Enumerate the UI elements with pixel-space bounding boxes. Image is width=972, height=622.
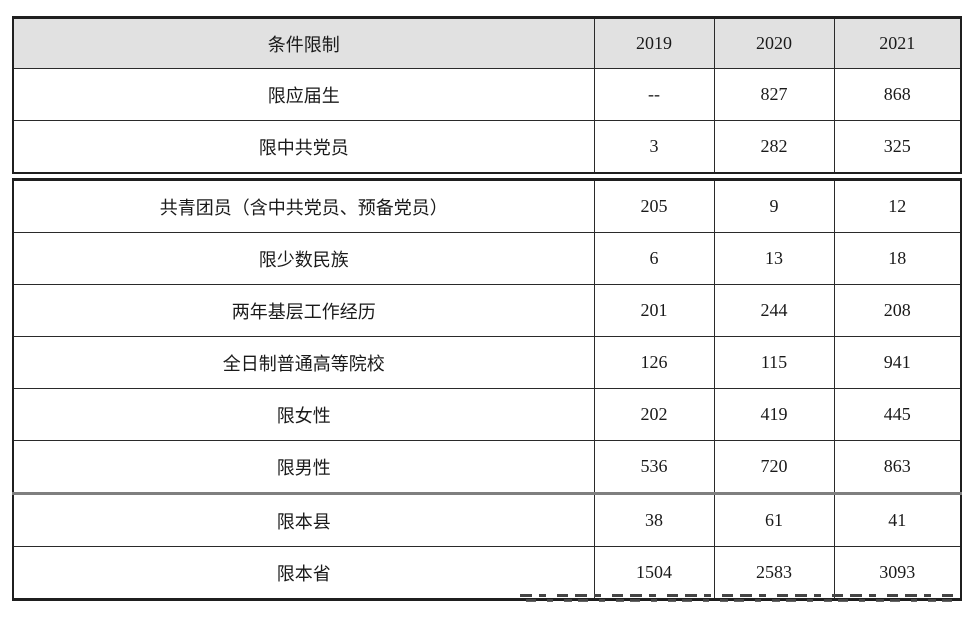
value-cell: -- (593, 68, 715, 121)
condition-cell: 两年基层工作经历 (12, 284, 595, 337)
table-row: 限本省 1504 2583 3093 (12, 546, 962, 600)
table-row: 限本县 38 61 41 (12, 492, 962, 547)
clipped-caption-line-2 (520, 599, 958, 602)
value-cell: 419 (713, 388, 835, 441)
value-cell: 720 (713, 440, 835, 494)
value-cell: 3 (593, 120, 715, 174)
condition-cell: 共青团员（含中共党员、预备党员） (12, 179, 595, 233)
condition-cell: 限本县 (12, 492, 595, 547)
value-cell: 126 (593, 336, 715, 389)
value-cell: 9 (713, 179, 835, 233)
value-cell: 61 (713, 492, 835, 547)
condition-cell: 限本省 (12, 546, 595, 600)
restriction-table-lower: 共青团员（含中共党员、预备党员） 205 9 12 限少数民族 6 13 18 两年基层工作经历… (12, 178, 962, 601)
table-row: 限少数民族 6 13 18 (12, 232, 962, 285)
column-header-2019: 2019 (593, 17, 715, 69)
value-cell: 868 (833, 68, 962, 121)
table-row: 限女性 202 419 445 (12, 388, 962, 441)
condition-cell: 限女性 (12, 388, 595, 441)
value-cell: 3093 (833, 546, 962, 600)
column-header-condition: 条件限制 (12, 17, 595, 69)
value-cell: 325 (833, 120, 962, 174)
table-row: 全日制普通高等院校 126 115 941 (12, 336, 962, 389)
value-cell: 13 (713, 232, 835, 285)
table-row: 限男性 536 720 863 (12, 440, 962, 494)
value-cell: 208 (833, 284, 962, 337)
value-cell: 205 (593, 179, 715, 233)
condition-cell: 限应届生 (12, 68, 595, 121)
value-cell: 827 (713, 68, 835, 121)
condition-cell: 限男性 (12, 440, 595, 494)
value-cell: 12 (833, 179, 962, 233)
value-cell: 115 (713, 336, 835, 389)
column-header-2020: 2020 (713, 17, 835, 69)
value-cell: 445 (833, 388, 962, 441)
column-header-2021: 2021 (833, 17, 962, 69)
value-cell: 282 (713, 120, 835, 174)
restriction-table-upper: 条件限制 2019 2020 2021 限应届生 -- 827 868 限中共党员 3 28… (12, 16, 962, 174)
condition-cell: 全日制普通高等院校 (12, 336, 595, 389)
clipped-caption-fragments (520, 593, 958, 605)
table-row: 限应届生 -- 827 868 (12, 68, 962, 121)
value-cell: 536 (593, 440, 715, 494)
value-cell: 202 (593, 388, 715, 441)
condition-cell: 限中共党员 (12, 120, 595, 174)
value-cell: 244 (713, 284, 835, 337)
value-cell: 1504 (593, 546, 715, 600)
condition-cell: 限少数民族 (12, 232, 595, 285)
table-row: 共青团员（含中共党员、预备党员） 205 9 12 (12, 179, 962, 233)
value-cell: 6 (593, 232, 715, 285)
value-cell: 941 (833, 336, 962, 389)
header-row: 条件限制 2019 2020 2021 (12, 17, 962, 69)
table-row: 两年基层工作经历 201 244 208 (12, 284, 962, 337)
value-cell: 201 (593, 284, 715, 337)
table-row: 限中共党员 3 282 325 (12, 120, 962, 174)
value-cell: 38 (593, 492, 715, 547)
value-cell: 863 (833, 440, 962, 494)
value-cell: 2583 (713, 546, 835, 600)
value-cell: 18 (833, 232, 962, 285)
value-cell: 41 (833, 492, 962, 547)
clipped-caption-line-1 (520, 594, 958, 597)
